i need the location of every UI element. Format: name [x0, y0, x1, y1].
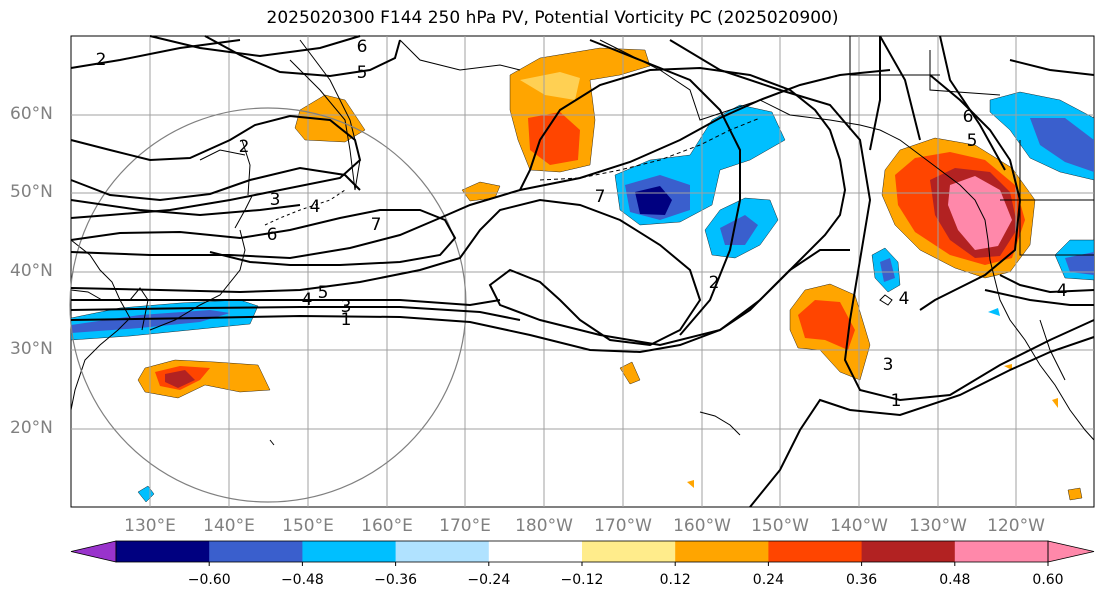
longitude-label: 160°W: [673, 516, 731, 536]
latitude-label: 30°N: [10, 339, 53, 359]
longitude-label: 130°E: [124, 516, 176, 536]
colorbar-tick-label: 0.60: [1032, 572, 1064, 588]
contour-label: 5: [318, 283, 329, 303]
latitude-label: 50°N: [10, 182, 53, 202]
contour-label: 4: [1057, 281, 1068, 301]
latitude-label: 40°N: [10, 261, 53, 281]
colorbar-tick-label: −0.24: [467, 572, 511, 588]
longitude-label: 130°W: [909, 516, 967, 536]
contour-label: 7: [595, 187, 606, 207]
contour-label: 1: [341, 310, 352, 330]
longitude-label: 160°E: [361, 516, 413, 536]
longitude-label: 120°W: [987, 516, 1045, 536]
contour-label: 6: [963, 107, 974, 127]
longitude-label: 140°E: [203, 516, 255, 536]
colorbar-extend-low: [70, 540, 117, 563]
colorbar-segment: [302, 541, 397, 562]
colorbar-tick-label: 0.24: [752, 572, 784, 588]
colorbar-segment: [861, 541, 956, 562]
colorbar-tick-label: 0.36: [846, 572, 878, 588]
colorbar-tick-label: 0.48: [939, 572, 971, 588]
contour-label: 2: [96, 50, 107, 70]
contour-label: 6: [267, 225, 278, 245]
latitude-label: 60°N: [10, 104, 53, 124]
contour-label: 3: [341, 297, 352, 317]
longitude-label: 170°E: [439, 516, 491, 536]
colorbar-segment: [116, 541, 210, 562]
colorbar-segment: [954, 541, 1049, 562]
contours: [70, 35, 1095, 508]
colorbar-extend-high: [1047, 540, 1095, 563]
contour-label: 3: [883, 355, 894, 375]
contour-label: 2: [239, 137, 250, 157]
colorbar-tick-label: −0.60: [187, 572, 231, 588]
longitude-label: 140°W: [830, 516, 888, 536]
latitude-label: 20°N: [10, 418, 53, 438]
contour-label: 4: [310, 197, 321, 217]
contour-label: 5: [357, 63, 368, 83]
colorbar-segment: [675, 541, 769, 562]
pv-shading: [70, 47, 1095, 503]
contour-label: 4: [302, 290, 313, 310]
longitude-label: 150°E: [282, 516, 334, 536]
contour-label: 5: [967, 131, 978, 151]
contour-label: 6: [357, 37, 368, 57]
longitude-label: 180°W: [515, 516, 573, 536]
contour-label: 4: [899, 289, 910, 309]
contour-label: 7: [371, 215, 382, 235]
colorbar-tick-label: −0.12: [560, 572, 604, 588]
colorbar-tick-label: 0.12: [659, 572, 691, 588]
colorbar-tick-label: −0.48: [280, 572, 324, 588]
contour-label: 1: [891, 391, 902, 411]
colorbar-segment: [488, 541, 583, 562]
longitude-label: 150°W: [751, 516, 809, 536]
longitude-label: 170°W: [594, 516, 652, 536]
colorbar-tick-label: −0.36: [374, 572, 418, 588]
map-title: 2025020300 F144 250 hPa PV, Potential Vo…: [266, 8, 839, 28]
colorbar: [70, 540, 1095, 566]
colorbar-segment: [768, 541, 863, 562]
colorbar-segment: [395, 541, 490, 562]
contour-label: 2: [709, 273, 720, 293]
contour-label: 3: [270, 190, 281, 210]
colorbar-segment: [582, 541, 676, 562]
colorbar-segment: [209, 541, 303, 562]
